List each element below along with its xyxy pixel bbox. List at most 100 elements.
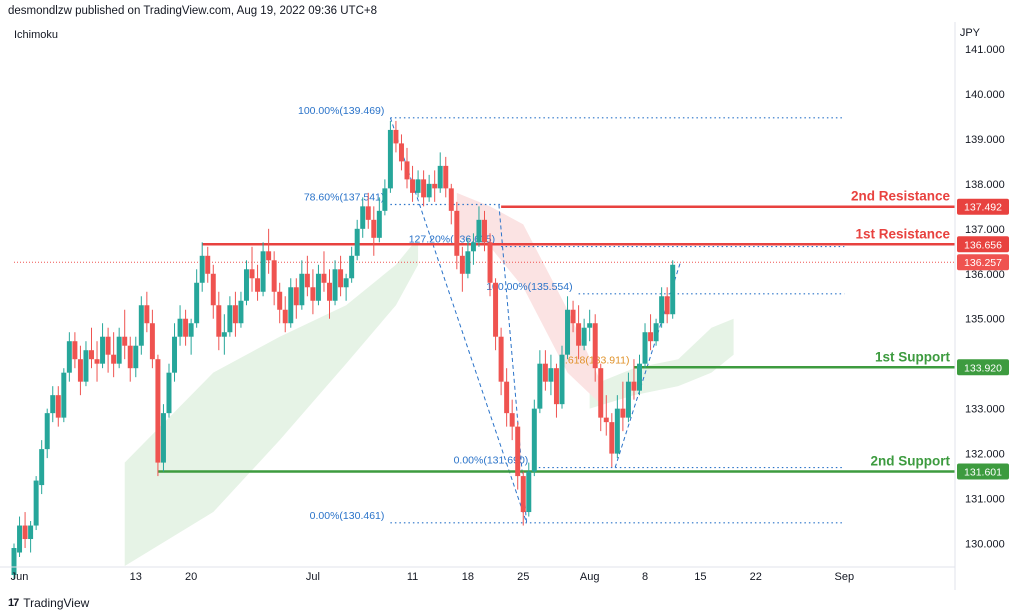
price-tick-label: 140.000	[965, 89, 1005, 101]
candle-body	[515, 426, 521, 477]
resistance-label: 2nd Resistance	[851, 189, 951, 204]
candle-body	[426, 183, 432, 198]
candle-body	[421, 179, 427, 198]
support-resistance-layer: 2nd Resistance 1st Resistance 1st Support 2…	[14, 189, 955, 473]
candle-body	[598, 368, 604, 418]
candle-body	[188, 323, 194, 337]
resistance-label: 1st Resistance	[855, 226, 950, 241]
candle-body	[321, 273, 327, 283]
candle-body	[327, 282, 333, 301]
candle-body	[581, 327, 587, 346]
candle-body	[614, 408, 620, 454]
time-tick-label: Jun	[11, 571, 29, 583]
candle-body	[149, 323, 155, 360]
last-price-tag: 136.257	[964, 257, 1002, 269]
support-label: 1st Support	[875, 349, 951, 364]
candle-body	[659, 296, 665, 324]
price-tick-label: 136.000	[965, 269, 1005, 281]
candle-body	[548, 368, 554, 382]
time-tick-label: Jul	[306, 571, 320, 583]
candle-body	[432, 183, 438, 189]
candle-body	[415, 179, 421, 193]
candle-body	[493, 282, 499, 337]
ichimoku-cloud-green	[589, 318, 734, 409]
candle-body	[349, 255, 355, 279]
candle-body	[127, 345, 133, 369]
candle-body	[66, 341, 72, 373]
candle-body	[22, 525, 28, 540]
candle-body	[100, 336, 106, 364]
candle-body	[61, 372, 67, 418]
candle-body	[526, 471, 532, 513]
resistance-price-tag: 136.656	[964, 239, 1002, 251]
resistance-price-tag-bg	[957, 198, 1009, 215]
time-tick-label: 15	[694, 571, 706, 583]
candle-body	[382, 188, 388, 211]
fib-level-label: 0.00%(130.461)	[310, 510, 385, 522]
candle-body	[565, 309, 571, 355]
candle-body	[50, 395, 56, 414]
time-tick-label: 8	[642, 571, 648, 583]
candle-body	[160, 413, 166, 463]
candle-body	[553, 368, 559, 405]
candle-body	[365, 206, 371, 220]
candle-body	[266, 251, 272, 261]
candle-body	[592, 323, 598, 369]
candle-body	[631, 381, 637, 391]
candle-body	[454, 210, 460, 256]
candle-body	[238, 300, 244, 324]
candle-body	[177, 318, 183, 337]
candle-body	[537, 363, 543, 409]
candle-body	[299, 273, 305, 306]
candle-body	[260, 251, 266, 292]
candle-body	[216, 305, 222, 337]
price-tick-label: 131.000	[965, 494, 1005, 506]
candle-body	[232, 305, 238, 324]
candle-body	[183, 318, 189, 337]
candle-body	[653, 323, 659, 342]
time-tick-label: 22	[750, 571, 762, 583]
candle-body	[338, 269, 344, 288]
candle-body	[620, 408, 626, 418]
candle-body	[122, 336, 128, 346]
fib-level-label: 0.00%(131.690)	[454, 455, 529, 467]
candle-body	[393, 129, 399, 144]
candle-body	[194, 282, 200, 324]
footer-brand[interactable]: 17 TradingView	[8, 596, 89, 610]
candle-body	[227, 305, 233, 333]
price-tick-label: 137.000	[965, 224, 1005, 236]
ichimoku-cloud-layer	[124, 192, 734, 567]
candle-body	[404, 161, 410, 180]
candle-body	[443, 165, 449, 189]
publisher-line: desmondlzw published on TradingView.com,…	[8, 5, 377, 17]
candle-body	[410, 179, 416, 193]
candle-body	[559, 354, 565, 405]
fib-level-label: 100.00%(135.554)	[486, 281, 572, 293]
time-tick-label: Aug	[580, 571, 600, 583]
support-label: 2nd Support	[871, 454, 951, 469]
fib-connector-line	[498, 204, 528, 523]
indicator-label[interactable]: Ichimoku	[14, 29, 59, 41]
candle-body	[133, 345, 139, 369]
candle-body	[570, 309, 576, 324]
candle-body	[77, 359, 83, 382]
price-tick-label: 130.000	[965, 539, 1005, 551]
candle-body	[44, 413, 50, 450]
candle-body	[625, 381, 631, 418]
candle-body	[587, 323, 593, 328]
candle-body	[221, 332, 227, 337]
candle-body	[138, 305, 144, 346]
candle-body	[210, 273, 216, 306]
candle-body	[603, 417, 609, 423]
candle-body	[437, 165, 443, 189]
candle-body	[282, 309, 288, 324]
candle-body	[271, 260, 277, 292]
price-chart[interactable]: 100.00%(139.469) 78.60%(137.541) 0.00%(130…	[0, 0, 1024, 590]
axis-layer: 130.000131.000132.000133.000134.000135.0…	[0, 22, 1009, 590]
candle-body	[55, 395, 61, 418]
candle-body	[387, 129, 393, 189]
candle-body	[277, 291, 283, 310]
candles-layer	[11, 120, 676, 580]
price-tick-label: 141.000	[965, 44, 1005, 56]
candle-body	[255, 278, 261, 292]
